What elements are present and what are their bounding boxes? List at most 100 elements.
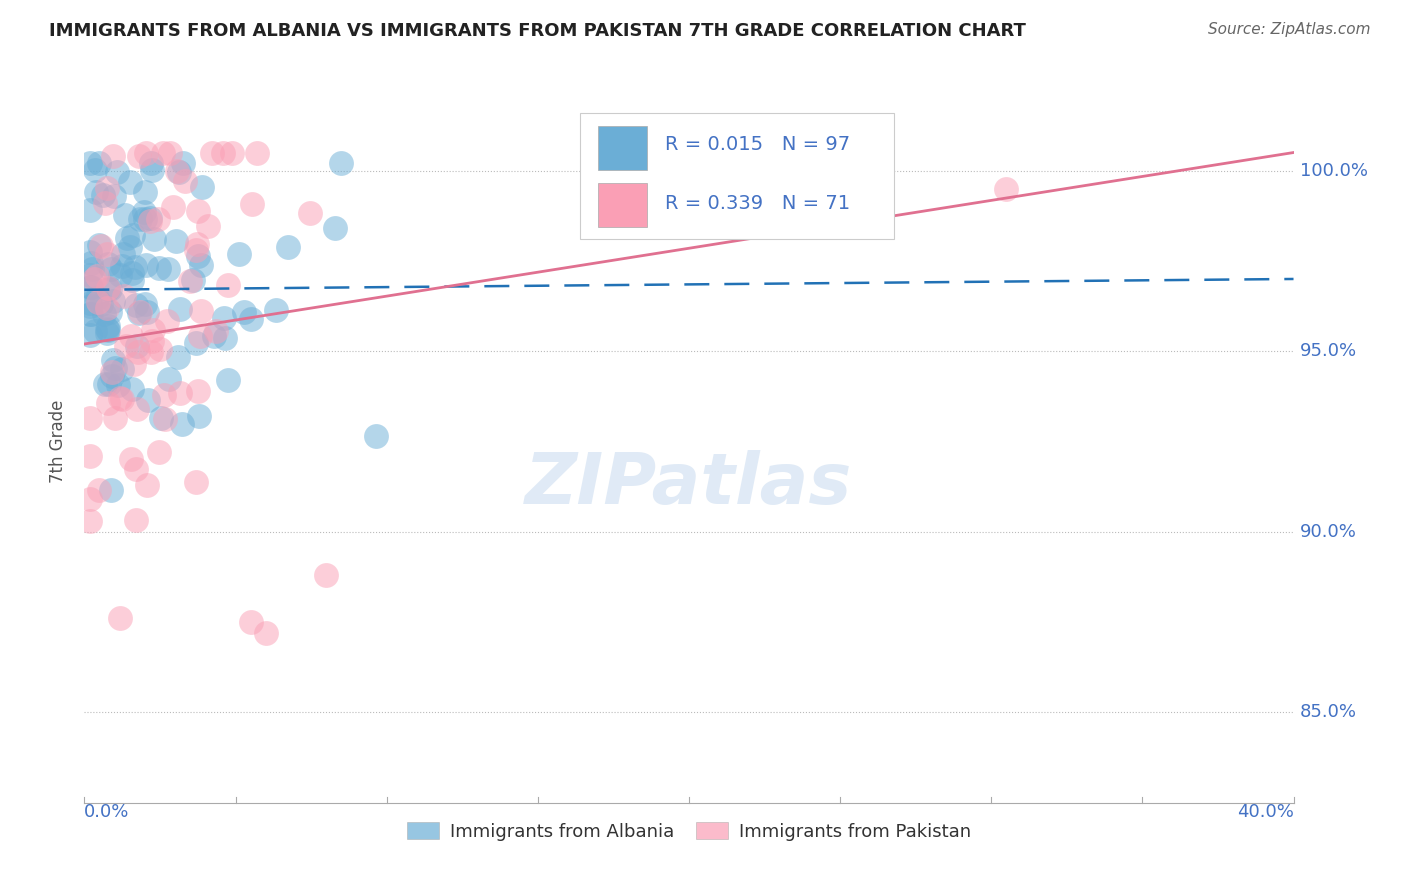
Point xyxy=(120,329,142,343)
Point xyxy=(190,180,212,194)
Point xyxy=(148,260,170,275)
Point xyxy=(79,280,101,294)
Point xyxy=(277,239,299,253)
Point xyxy=(132,204,155,219)
Point xyxy=(91,188,114,202)
Point xyxy=(254,626,277,640)
Point xyxy=(125,402,148,417)
Point xyxy=(96,301,118,316)
Text: 100.0%: 100.0% xyxy=(1299,161,1368,179)
Text: R = 0.015   N = 97: R = 0.015 N = 97 xyxy=(665,135,849,154)
Point xyxy=(149,342,172,356)
Point xyxy=(184,475,207,490)
Point xyxy=(217,278,239,293)
Point xyxy=(197,219,219,234)
Point xyxy=(211,145,233,160)
Point xyxy=(128,305,150,319)
Point xyxy=(166,163,188,178)
Point xyxy=(120,175,142,189)
Point xyxy=(150,410,173,425)
Point xyxy=(190,304,212,318)
Point xyxy=(135,145,157,160)
Point xyxy=(87,237,110,252)
Point xyxy=(152,145,174,160)
Point xyxy=(115,231,138,245)
Point xyxy=(96,326,118,341)
Point xyxy=(86,269,108,284)
Point xyxy=(205,324,228,338)
Point xyxy=(122,358,145,372)
FancyBboxPatch shape xyxy=(599,127,647,169)
Point xyxy=(97,281,120,295)
Point xyxy=(214,331,236,345)
Point xyxy=(190,258,212,272)
Point xyxy=(240,197,263,211)
Point xyxy=(103,411,125,425)
Point xyxy=(299,205,322,219)
Point xyxy=(104,361,127,376)
Point xyxy=(121,266,143,280)
Text: ZIPatlas: ZIPatlas xyxy=(526,450,852,519)
Point xyxy=(96,322,118,336)
Point xyxy=(239,615,262,630)
Text: 85.0%: 85.0% xyxy=(1299,704,1357,722)
Point xyxy=(141,334,163,348)
Point xyxy=(232,305,254,319)
Point xyxy=(79,268,101,282)
Point xyxy=(112,289,135,303)
Point xyxy=(188,329,211,343)
Point xyxy=(121,382,143,396)
Point xyxy=(97,377,120,392)
Point xyxy=(89,483,111,497)
Point xyxy=(110,611,132,625)
Point xyxy=(134,186,156,200)
Point xyxy=(329,156,352,170)
Point xyxy=(124,462,146,476)
Point xyxy=(82,262,104,277)
Point xyxy=(156,314,179,328)
FancyBboxPatch shape xyxy=(599,183,647,227)
Point xyxy=(100,262,122,277)
Point xyxy=(995,181,1018,195)
Point xyxy=(79,492,101,507)
Point xyxy=(111,259,134,273)
Point xyxy=(228,247,250,261)
Point xyxy=(103,189,125,203)
Text: 90.0%: 90.0% xyxy=(1299,523,1357,541)
Point xyxy=(166,350,188,364)
Point xyxy=(83,272,105,286)
Point xyxy=(141,163,163,178)
Point xyxy=(83,163,105,178)
Point xyxy=(325,221,347,235)
Point xyxy=(97,282,120,296)
Point xyxy=(97,319,120,334)
Point xyxy=(87,156,110,170)
Point xyxy=(98,282,121,296)
Point xyxy=(103,149,125,163)
Text: 7th Grade: 7th Grade xyxy=(49,400,66,483)
Point xyxy=(79,307,101,321)
Point xyxy=(112,247,135,261)
Point xyxy=(124,260,146,274)
Point xyxy=(146,211,169,226)
Point xyxy=(153,388,176,402)
Point xyxy=(79,245,101,260)
Point xyxy=(169,165,191,179)
Point xyxy=(135,478,157,492)
Point xyxy=(120,451,142,466)
Point xyxy=(266,303,288,318)
Point xyxy=(79,450,101,464)
Point xyxy=(246,145,269,160)
Point xyxy=(79,202,101,217)
Point xyxy=(155,412,177,426)
Point xyxy=(86,185,108,199)
Point xyxy=(86,295,108,310)
Point xyxy=(79,299,101,313)
Point xyxy=(100,483,122,497)
Legend: Immigrants from Albania, Immigrants from Pakistan: Immigrants from Albania, Immigrants from… xyxy=(399,814,979,848)
Point xyxy=(184,243,207,257)
Point xyxy=(97,257,120,271)
Point xyxy=(187,384,209,399)
Point xyxy=(169,301,191,316)
Text: 0.0%: 0.0% xyxy=(84,803,129,821)
